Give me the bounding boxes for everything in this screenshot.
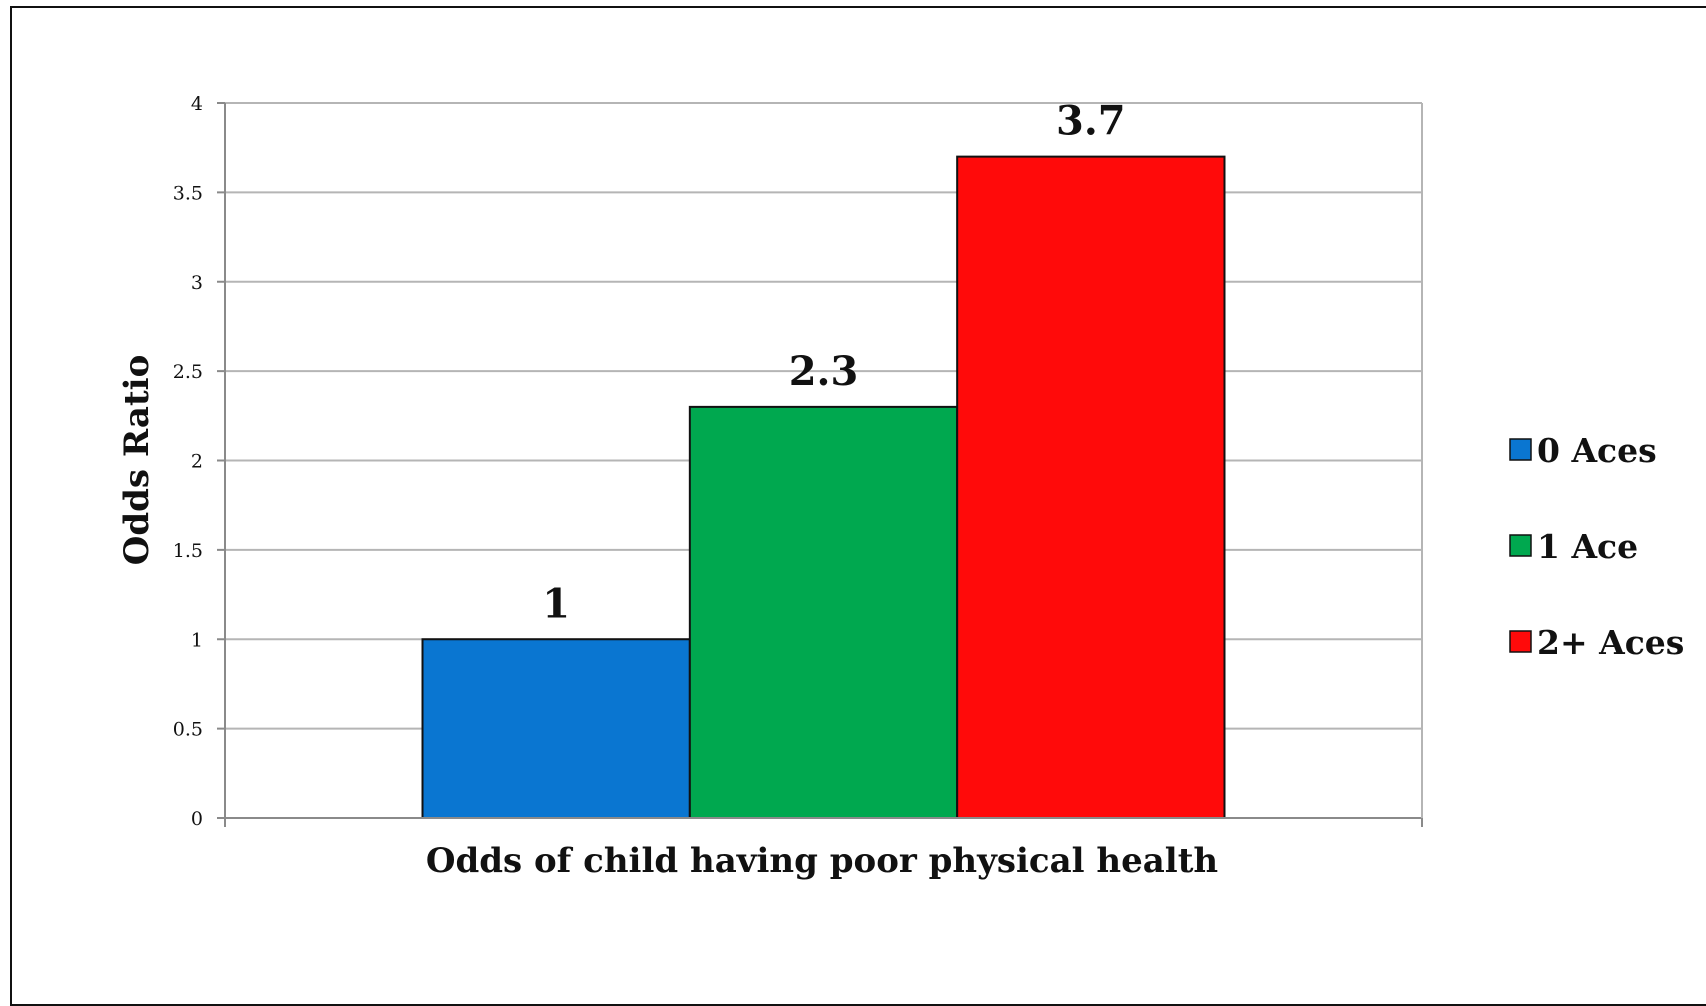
data-label: 3.7 — [1056, 98, 1126, 145]
bar-1-ace — [688, 405, 959, 819]
y-tick-label: 2 — [191, 451, 203, 473]
legend-swatch — [1509, 534, 1532, 557]
bar-0-aces — [421, 638, 691, 819]
y-tick-label: 0 — [191, 808, 203, 830]
y-tick-label: 1.5 — [173, 540, 203, 562]
y-axis-title: Odds Ratio — [117, 355, 157, 566]
legend-label: 1 Ace — [1537, 527, 1638, 566]
bar-2-aces — [956, 155, 1226, 819]
legend: 0 Aces 1 Ace 2+ Aces — [1509, 431, 1684, 662]
y-tick-label: 4 — [191, 93, 203, 115]
legend-swatch — [1509, 630, 1532, 653]
data-label: 1 — [542, 580, 570, 627]
data-label: 2.3 — [789, 348, 859, 395]
legend-swatch — [1509, 438, 1532, 461]
legend-label: 0 Aces — [1537, 431, 1657, 470]
y-tick-label: 2.5 — [173, 361, 203, 383]
data-labels: 1 2.3 3.7 — [542, 98, 1125, 628]
bar-chart: 0 0.5 1 1.5 2 2.5 3 3.5 4 1 2.3 3.7 Odds Ratio Odd… — [117, 93, 1684, 881]
y-axis-ticks: 0 0.5 1 1.5 2 2.5 3 3.5 4 — [173, 93, 225, 830]
bars — [421, 155, 1226, 819]
y-tick-label: 3 — [191, 272, 203, 294]
legend-label: 2+ Aces — [1537, 623, 1684, 662]
y-tick-label: 0.5 — [173, 719, 203, 741]
y-tick-label: 3.5 — [173, 182, 203, 204]
y-tick-label: 1 — [191, 629, 203, 651]
axes — [224, 103, 1423, 827]
x-axis-title: Odds of child having poor physical healt… — [426, 841, 1218, 881]
